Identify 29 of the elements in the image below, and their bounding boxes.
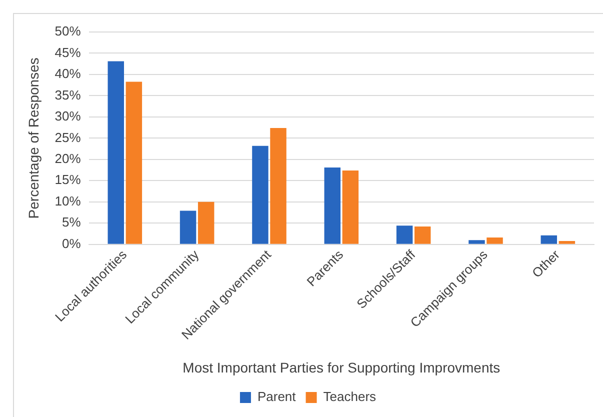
y-tick-label: 40% (54, 66, 82, 82)
y-tick-label: 30% (54, 108, 82, 124)
bar (252, 146, 268, 244)
bar (558, 240, 576, 244)
bar (108, 61, 124, 244)
bar (180, 210, 196, 244)
legend-label: Parent (257, 389, 296, 404)
bar (270, 128, 286, 244)
y-tick-label: 5% (62, 214, 82, 230)
bar (126, 82, 142, 244)
y-tick-label: 45% (54, 44, 82, 60)
bar (540, 235, 558, 244)
legend-label: Teachers (323, 389, 377, 404)
bar (468, 240, 485, 244)
y-tick-label: 25% (54, 130, 82, 145)
y-tick-label: 10% (54, 193, 82, 208)
bar (486, 238, 503, 244)
bar (396, 226, 413, 244)
y-tick-label: 35% (54, 87, 82, 102)
y-tick-label: 0% (62, 236, 82, 251)
x-axis-title: Most Important Parties for Supporting Improvments (182, 359, 500, 376)
bar (414, 226, 431, 244)
bar (198, 202, 214, 244)
y-axis-title: Percentage of Responses (25, 58, 42, 219)
bar (342, 170, 359, 244)
y-tick-label: 15% (54, 172, 82, 188)
y-tick-label: 50% (54, 24, 82, 39)
y-tick-label: 20% (54, 150, 82, 166)
bar (324, 167, 341, 244)
